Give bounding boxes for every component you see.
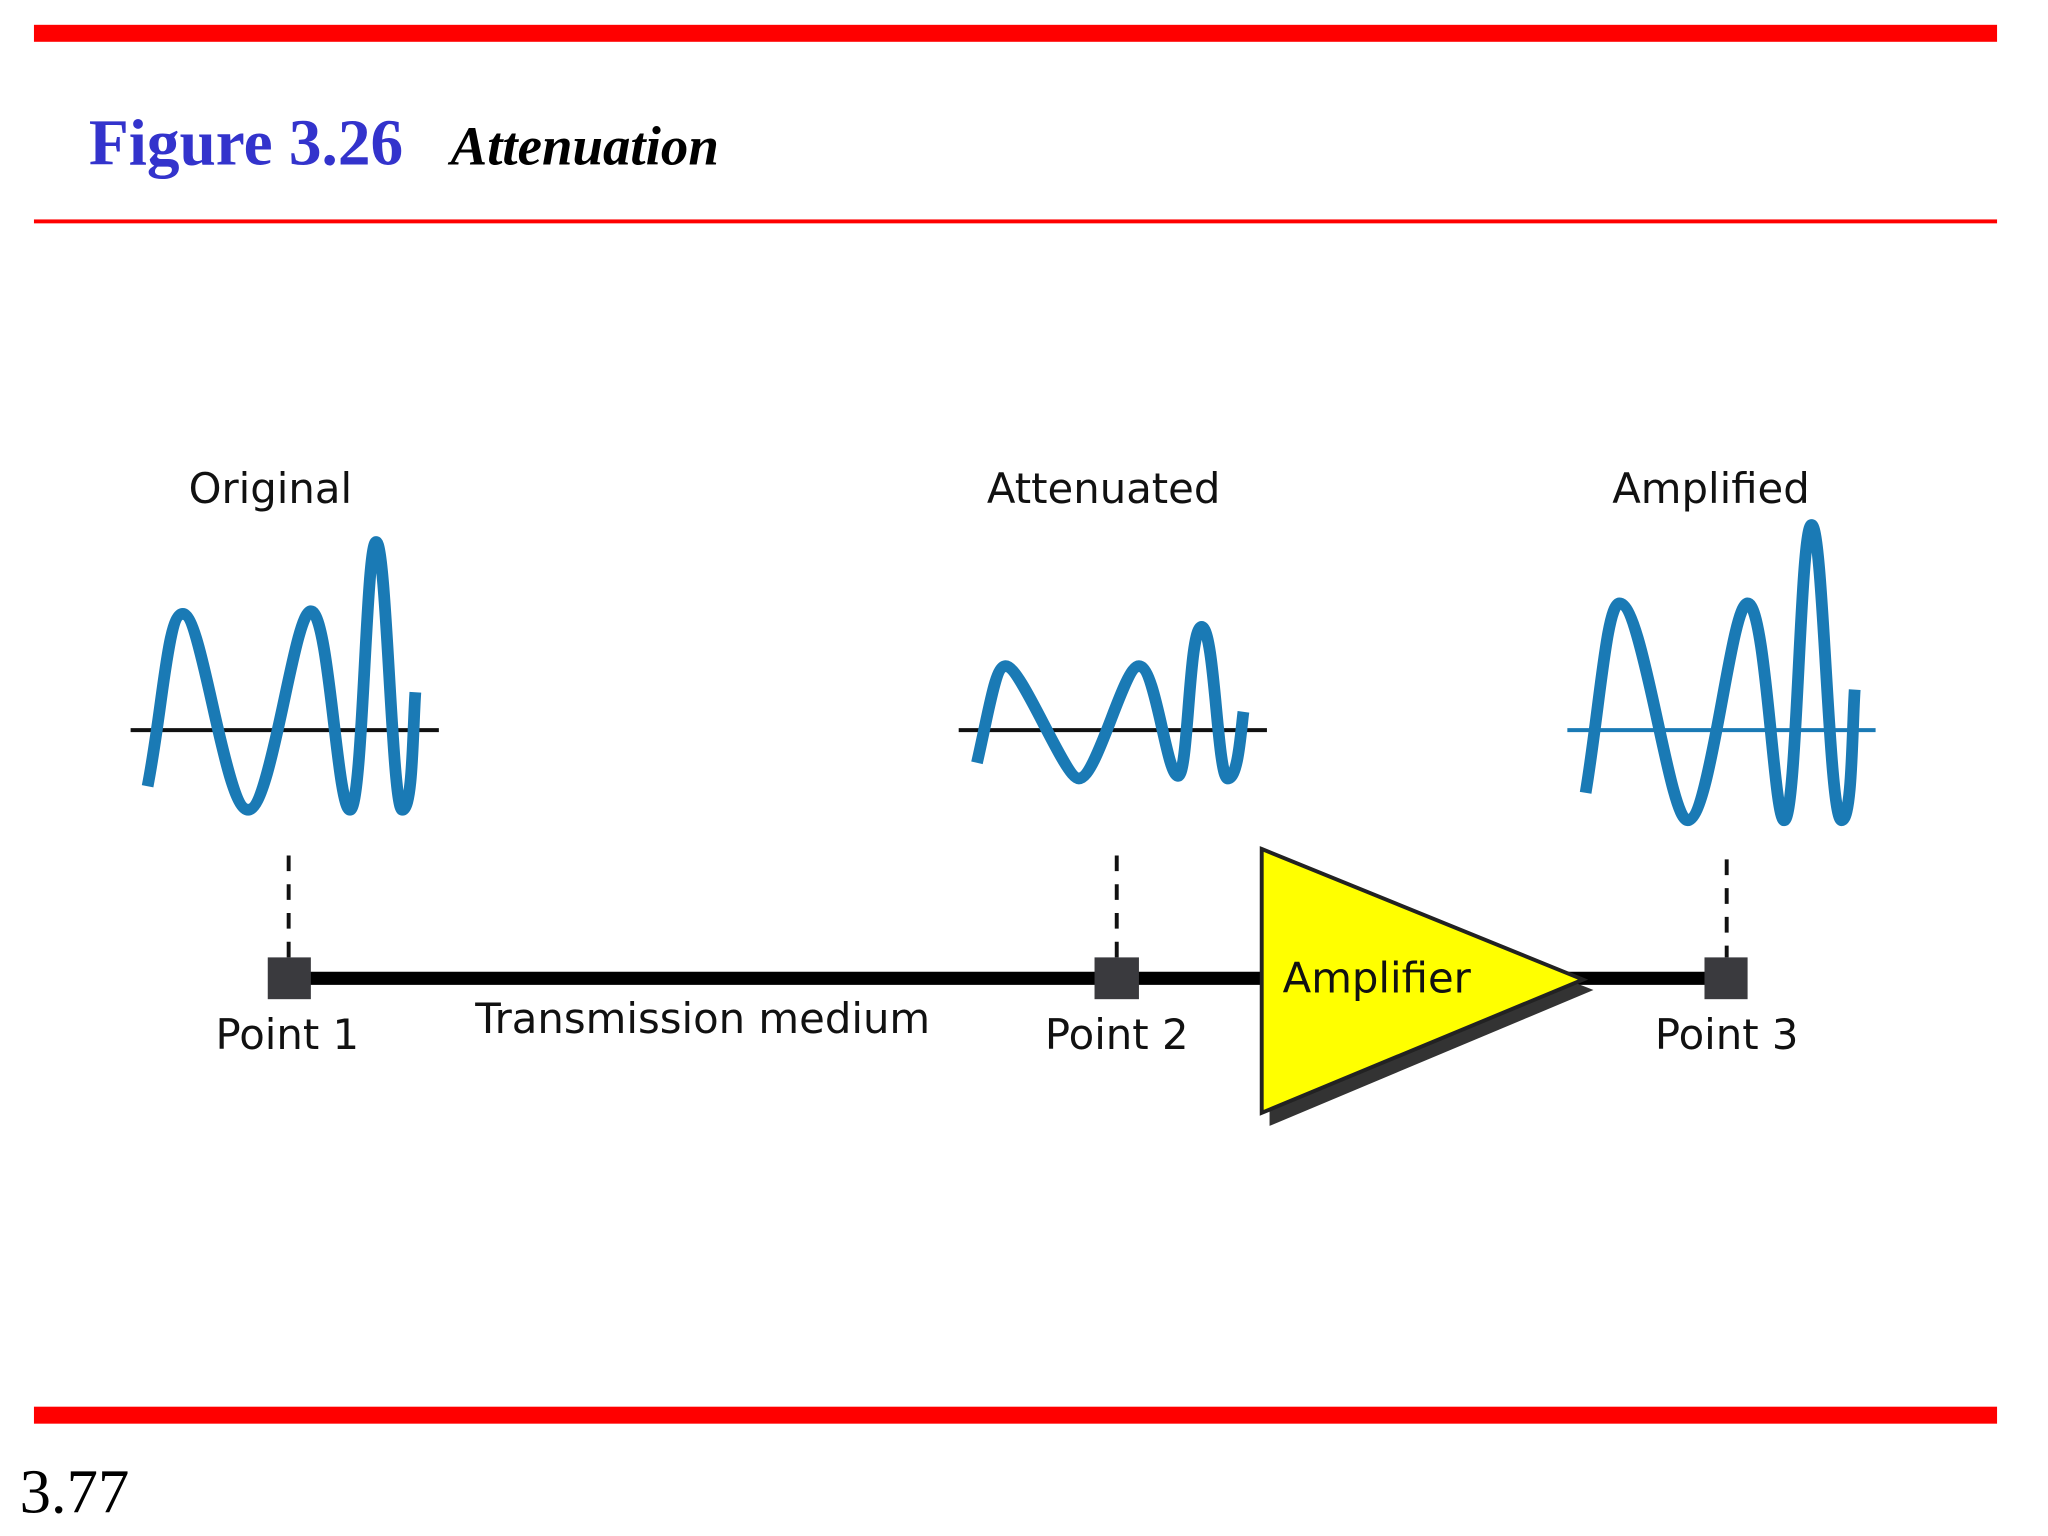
point-label: Point 3 <box>1655 1010 1799 1059</box>
top-rule <box>33 24 1998 42</box>
title-rule <box>33 219 1998 224</box>
amplifier-label: Amplifier <box>1283 954 1472 1003</box>
figure-number: Figure 3.26 <box>89 108 403 180</box>
amplified-wave <box>1579 519 1861 827</box>
bottom-rule <box>33 1406 1998 1424</box>
signal-label: Original <box>189 464 353 513</box>
point-marker <box>267 957 311 1000</box>
point-label: Point 2 <box>1045 1010 1189 1059</box>
point-marker <box>1704 957 1748 1000</box>
point-marker <box>1094 957 1139 1000</box>
page-number: 3.77 <box>20 1456 130 1526</box>
point-label: Point 1 <box>216 1010 360 1059</box>
figure-caption: Attenuation <box>448 116 719 177</box>
medium-label: Transmission medium <box>474 994 930 1043</box>
signal-label: Amplified <box>1612 464 1810 513</box>
signal-label: Attenuated <box>987 464 1221 513</box>
attenuated-wave <box>971 621 1250 785</box>
original-wave <box>141 536 422 816</box>
amplifier <box>1259 846 1589 1116</box>
